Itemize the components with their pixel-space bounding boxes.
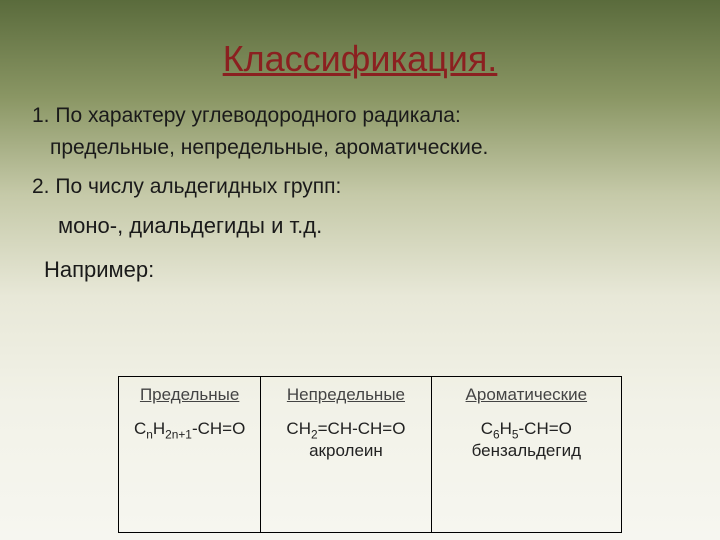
line-5: Например: (32, 255, 692, 285)
column-header: Ароматические (436, 385, 617, 405)
line-2: предельные, непредельные, ароматические. (32, 134, 692, 162)
table-cell-saturated: Предельные CnH2n+1-CH=O (119, 377, 261, 533)
table: Предельные CnH2n+1-CH=O Непредельные CH2… (118, 376, 622, 533)
formula: CnH2n+1-CH=O (123, 419, 256, 439)
line-1: 1. По характеру углеводородного радикала… (32, 102, 692, 130)
line-3: 2. По числу альдегидных групп: (32, 173, 692, 201)
table-cell-unsaturated: Непредельные CH2=CH-CH=O акролеин (261, 377, 431, 533)
table-row: Предельные CnH2n+1-CH=O Непредельные CH2… (119, 377, 622, 533)
table-cell-aromatic: Ароматические C6H5-CH=O бензальдегид (431, 377, 621, 533)
classification-table: Предельные CnH2n+1-CH=O Непредельные CH2… (118, 376, 622, 533)
formula: C6H5-CH=O (436, 419, 617, 439)
compound-name: бензальдегид (436, 441, 617, 461)
formula: CH2=CH-CH=O (265, 419, 426, 439)
column-header: Предельные (123, 385, 256, 405)
page-title: Классификация. (0, 38, 720, 80)
line-4: моно-, диальдегиды и т.д. (32, 211, 692, 241)
column-header: Непредельные (265, 385, 426, 405)
content-block: 1. По характеру углеводородного радикала… (0, 102, 720, 284)
compound-name: акролеин (265, 441, 426, 461)
